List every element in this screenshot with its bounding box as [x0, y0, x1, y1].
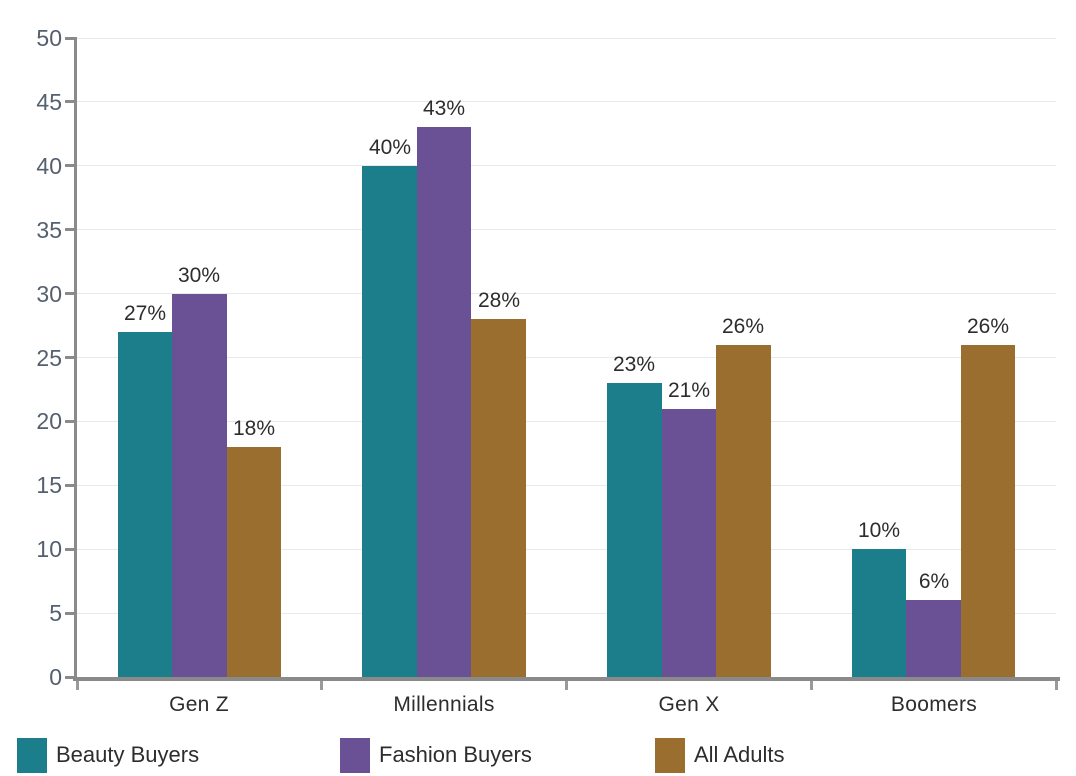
gridline [77, 421, 1056, 422]
legend-label-beauty-buyers: Beauty Buyers [56, 742, 200, 767]
legend-item-fashion-buyers: Fashion Buyers [340, 738, 532, 773]
bar-value-label-gen-x-fashion-buyers: 21% [667, 379, 711, 402]
legend-swatch-all-adults [655, 738, 685, 773]
bar-gen-x-fashion-buyers [662, 409, 716, 677]
bar-value-label-millennials-all-adults: 28% [477, 289, 521, 312]
category-label-gen-x: Gen X [658, 693, 720, 716]
bar-value-label-gen-z-fashion-buyers: 30% [177, 264, 221, 287]
y-tick-label: 45 [36, 89, 62, 115]
gridline [77, 485, 1056, 486]
x-axis-line [73, 677, 1060, 681]
bar-value-label-gen-z-beauty-buyers: 27% [123, 302, 167, 325]
y-tick [65, 164, 74, 167]
y-tick-label: 20 [36, 408, 62, 434]
y-tick [65, 676, 74, 679]
bar-millennials-fashion-buyers [417, 127, 471, 677]
x-tick [565, 681, 568, 690]
legend-swatch-fashion-buyers [340, 738, 370, 773]
y-tick [65, 484, 74, 487]
bar-gen-x-beauty-buyers [607, 383, 662, 677]
y-tick-label: 40 [36, 153, 62, 179]
y-tick-label: 30 [36, 281, 62, 307]
y-tick-label: 15 [36, 472, 62, 498]
y-tick [65, 100, 74, 103]
bar-value-label-gen-x-beauty-buyers: 23% [612, 353, 656, 376]
x-tick [320, 681, 323, 690]
gridline [77, 229, 1056, 230]
bar-gen-z-fashion-buyers [172, 294, 227, 677]
y-tick-label: 10 [36, 536, 62, 562]
y-tick [65, 228, 74, 231]
bar-value-label-gen-z-all-adults: 18% [232, 417, 276, 440]
legend-label-fashion-buyers: Fashion Buyers [379, 742, 532, 767]
y-tick [65, 548, 74, 551]
legend-item-beauty-buyers: Beauty Buyers [17, 738, 199, 773]
x-tick [76, 681, 79, 690]
y-tick [65, 292, 74, 295]
category-label-gen-z: Gen Z [169, 693, 229, 716]
y-tick-label: 25 [36, 345, 62, 371]
bar-value-label-gen-x-all-adults: 26% [721, 315, 765, 338]
bar-value-label-boomers-beauty-buyers: 10% [857, 519, 901, 542]
y-axis-line [74, 37, 77, 681]
bar-boomers-all-adults [961, 345, 1015, 677]
bar-gen-z-all-adults [227, 447, 281, 677]
bar-gen-z-beauty-buyers [118, 332, 172, 677]
legend-swatch-beauty-buyers [17, 738, 47, 773]
category-label-millennials: Millennials [393, 693, 495, 716]
x-tick [810, 681, 813, 690]
y-tick-label: 5 [49, 600, 62, 626]
bar-boomers-fashion-buyers [906, 600, 961, 677]
y-tick-label: 0 [49, 664, 62, 690]
y-tick [65, 612, 74, 615]
gridline [77, 101, 1056, 102]
y-tick [65, 356, 74, 359]
bar-boomers-beauty-buyers [852, 549, 906, 677]
gridline [77, 38, 1056, 39]
bar-gen-x-all-adults [716, 345, 771, 677]
legend-label-all-adults: All Adults [694, 742, 785, 767]
bar-value-label-millennials-beauty-buyers: 40% [368, 136, 412, 159]
y-tick-label: 50 [36, 25, 62, 51]
bar-value-label-boomers-all-adults: 26% [966, 315, 1010, 338]
bar-value-label-millennials-fashion-buyers: 43% [422, 97, 466, 120]
y-tick [65, 420, 74, 423]
gridline [77, 613, 1056, 614]
bar-value-label-boomers-fashion-buyers: 6% [918, 570, 950, 593]
gridline [77, 165, 1056, 166]
y-tick-label: 35 [36, 217, 62, 243]
category-label-boomers: Boomers [890, 693, 978, 716]
gridline [77, 549, 1056, 550]
legend-item-all-adults: All Adults [655, 738, 785, 773]
bar-millennials-beauty-buyers [362, 166, 417, 677]
gridline [77, 357, 1056, 358]
x-tick [1055, 681, 1058, 690]
bar-millennials-all-adults [471, 319, 526, 677]
y-tick [65, 37, 74, 40]
gridline [77, 293, 1056, 294]
